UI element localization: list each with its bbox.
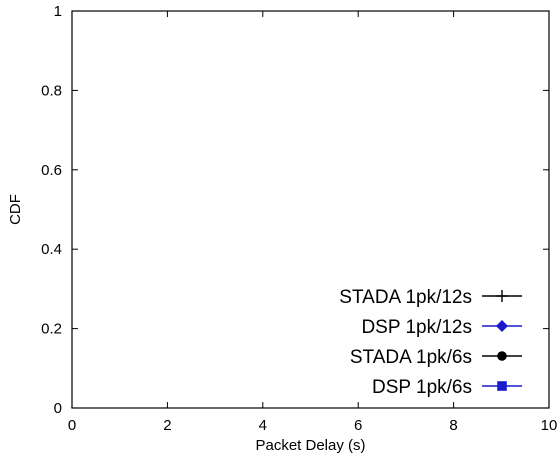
legend-entry: DSP 1pk/12s [361,317,522,338]
y-axis-label: CDF [7,194,24,225]
legend-entry: STADA 1pk/6s [350,347,522,368]
legend-label: STADA 1pk/12s [339,287,472,308]
y-tick-label: 0.4 [41,241,62,258]
legend-entry: DSP 1pk/6s [372,377,522,398]
legend: STADA 1pk/12s DSP 1pk/12s STADA 1pk/6s DSP … [339,287,522,398]
legend-marker [496,320,508,332]
axes-layer: 0 2 4 6 8 10 0 0.2 0.4 0.6 0.8 1 [41,3,557,434]
x-axis-label: Packet Delay (s) [255,437,365,454]
x-tick-label: 6 [354,417,362,434]
plot-frame [71,10,550,409]
legend-label: STADA 1pk/6s [350,347,472,368]
legend-marker [497,381,507,391]
legend-label: DSP 1pk/6s [372,377,472,398]
x-tick-label: 4 [259,417,267,434]
x-tick-label: 0 [68,417,76,434]
legend-entry: STADA 1pk/12s [339,287,522,308]
y-tick-label: 0 [54,400,62,417]
x-tick-label: 10 [541,417,558,434]
legend-label: DSP 1pk/12s [361,317,472,338]
y-tick-label: 1 [54,3,62,20]
x-tick-label: 2 [163,417,171,434]
y-tick-label: 0.2 [41,321,62,338]
y-tick-label: 0.8 [41,82,62,99]
legend-marker [497,351,507,361]
x-tick-label: 8 [449,417,457,434]
y-tick-label: 0.6 [41,162,62,179]
